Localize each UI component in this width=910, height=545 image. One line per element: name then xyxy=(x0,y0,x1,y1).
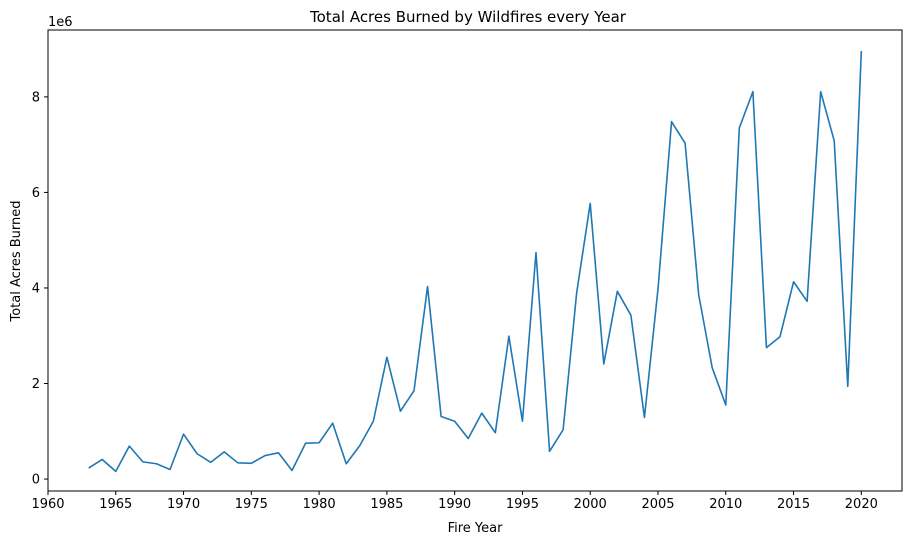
series-layer xyxy=(88,50,863,473)
y-tick-label: 2 xyxy=(32,377,40,392)
y-tick-label: 0 xyxy=(32,473,40,488)
y-tick-label: 8 xyxy=(32,90,40,105)
x-tick-label: 1960 xyxy=(31,497,64,512)
series-line xyxy=(88,50,863,473)
y-axis-ticks: 0 2 4 6 8 xyxy=(32,90,48,488)
x-tick-label: 1975 xyxy=(235,497,268,512)
x-tick-label: 1970 xyxy=(167,497,200,512)
x-axis-label: Fire Year xyxy=(448,521,504,536)
x-axis-ticks: 1960 1965 1970 1975 1980 1985 1990 1995 2000 2005… xyxy=(31,491,878,512)
x-tick-label: 2005 xyxy=(641,497,674,512)
y-scale-offset-label: 1e6 xyxy=(48,15,73,30)
x-tick-label: 1980 xyxy=(303,497,336,512)
x-tick-label: 1990 xyxy=(438,497,471,512)
x-tick-label: 2000 xyxy=(574,497,607,512)
x-tick-label: 2020 xyxy=(845,497,878,512)
x-tick-label: 1985 xyxy=(370,497,403,512)
x-tick-label: 2015 xyxy=(777,497,810,512)
y-axis-label: Total Acres Burned xyxy=(9,200,24,322)
plot-frame xyxy=(47,29,903,492)
x-tick-label: 1965 xyxy=(99,497,132,512)
chart-title: Total Acres Burned by Wildfires every Ye… xyxy=(309,8,627,26)
x-tick-label: 2010 xyxy=(709,497,742,512)
y-tick-label: 4 xyxy=(32,281,40,296)
x-tick-label: 1995 xyxy=(506,497,539,512)
y-tick-label: 6 xyxy=(32,186,40,201)
